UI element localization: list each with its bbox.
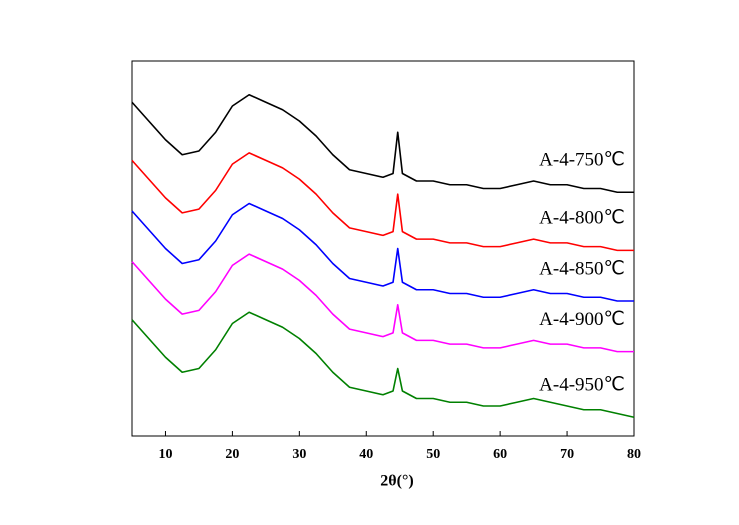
x-tick-label: 20 [225,447,239,462]
series-label: A-4-900℃ [539,309,625,330]
x-tick-label: 70 [560,447,574,462]
x-axis-label: 2θ(°) [380,473,413,490]
series-label: A-4-750℃ [539,150,625,171]
series-line [131,202,634,302]
x-tick-label: 60 [493,447,507,462]
series-line [131,311,635,419]
x-tick-label: 50 [426,447,440,462]
series-label: A-4-850℃ [539,258,625,279]
x-tick-label: 30 [292,447,306,462]
x-tick-label: 10 [158,447,172,462]
plot-frame [131,60,635,437]
series-label: A-4-800℃ [539,208,625,229]
x-tick-label: 40 [359,447,373,462]
series-line [131,93,634,194]
x-tick-label: 80 [627,447,641,462]
series-line [131,152,634,252]
series-line [131,253,634,353]
series-label: A-4-950℃ [539,375,625,396]
